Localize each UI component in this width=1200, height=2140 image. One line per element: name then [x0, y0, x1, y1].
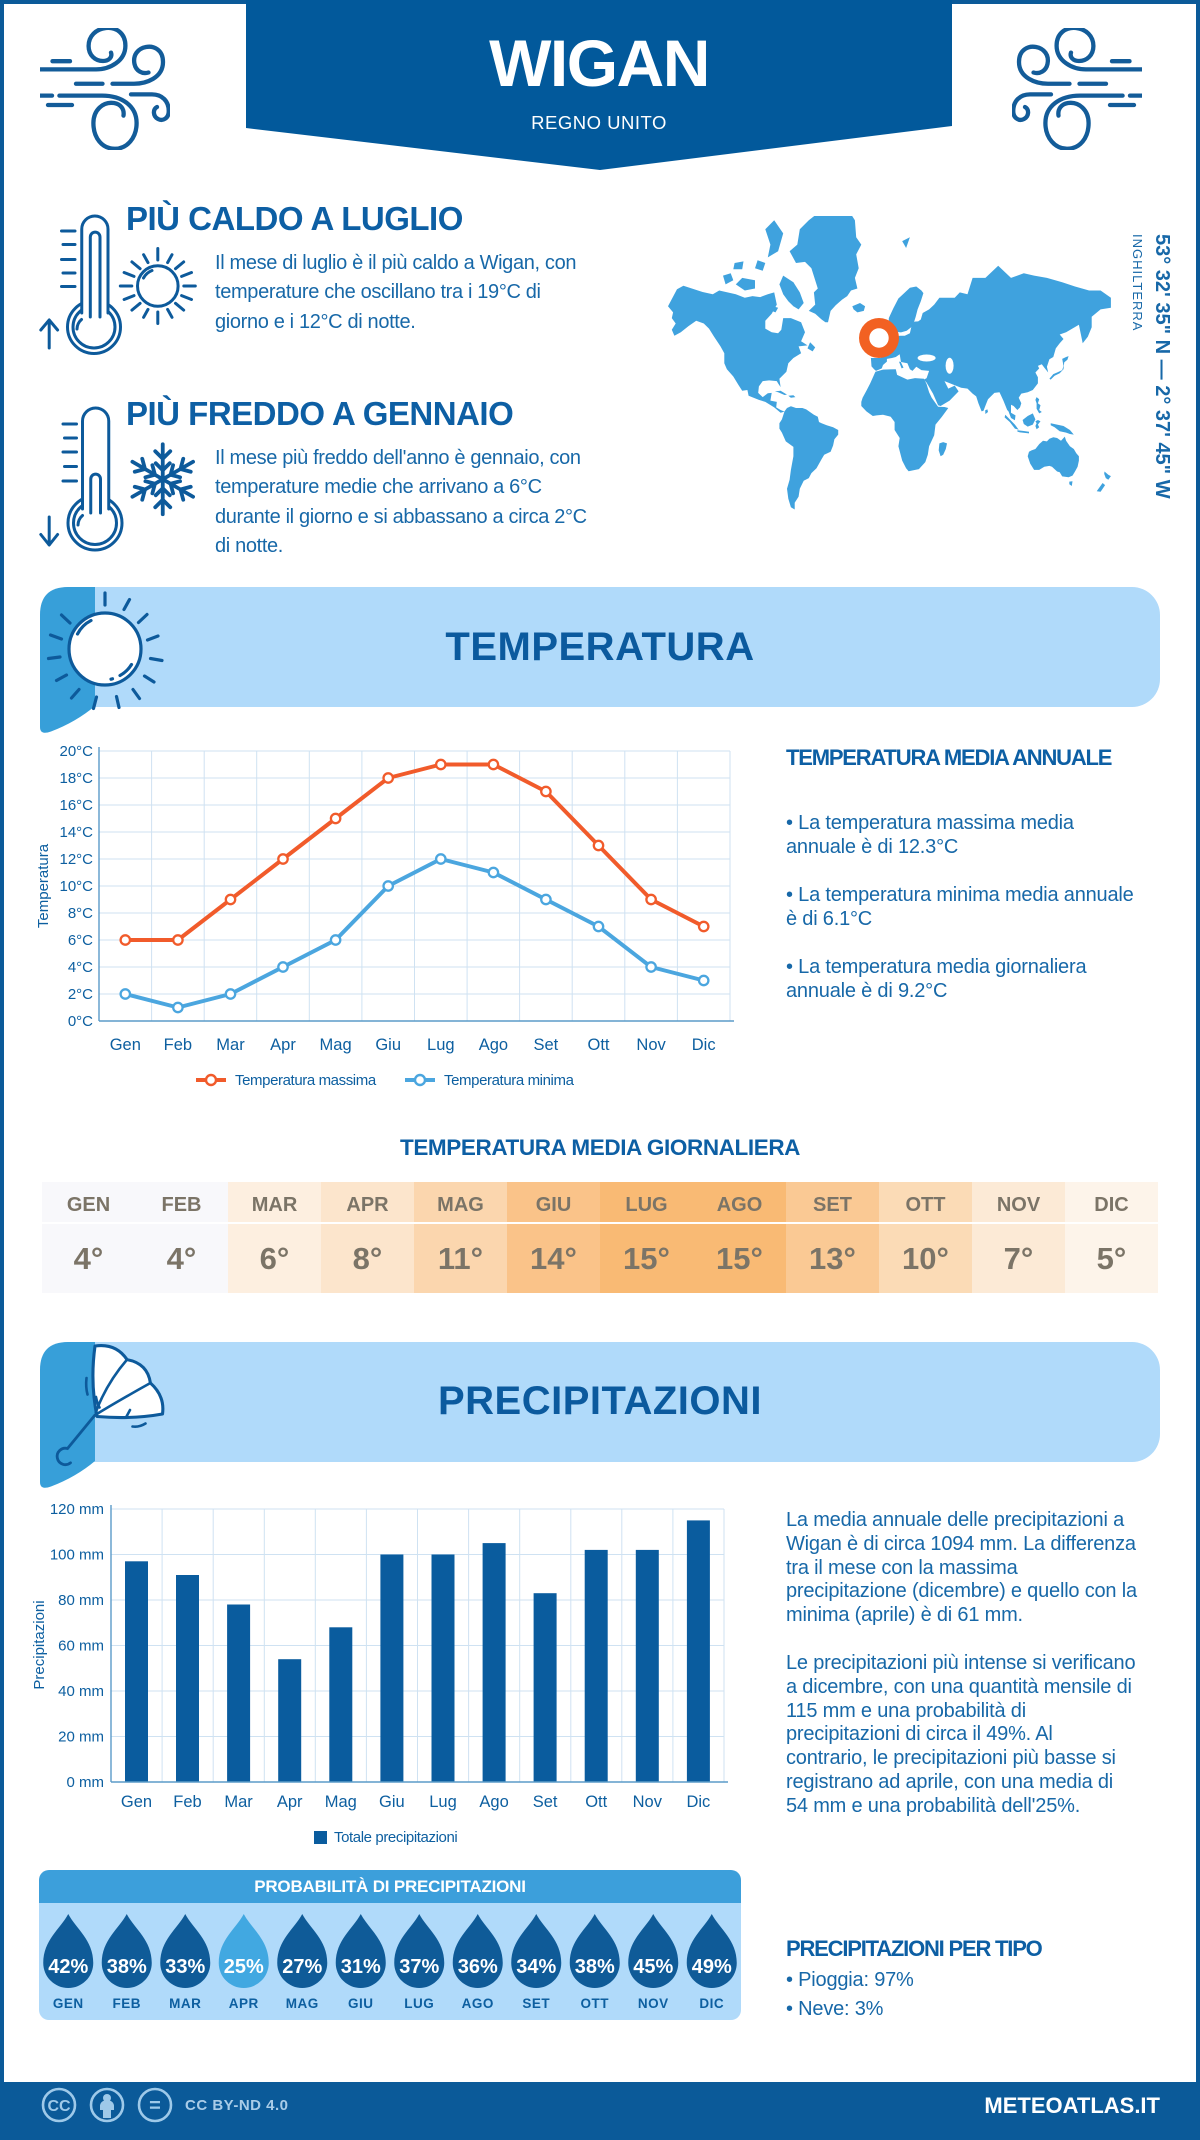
svg-text:34%: 34%: [516, 1956, 556, 1978]
svg-text:Totale precipitazioni: Totale precipitazioni: [334, 1829, 457, 1846]
svg-text:Nov: Nov: [636, 1036, 666, 1054]
svg-text:Apr: Apr: [277, 1793, 303, 1811]
svg-text:42%: 42%: [48, 1956, 88, 1978]
svg-text:2°C: 2°C: [68, 986, 93, 1003]
svg-text:Set: Set: [534, 1036, 559, 1054]
svg-text:CC: CC: [47, 2098, 71, 2115]
svg-text:45%: 45%: [633, 1956, 673, 1978]
svg-text:Giu: Giu: [379, 1793, 405, 1811]
svg-text:Feb: Feb: [173, 1793, 201, 1811]
svg-text:20°C: 20°C: [59, 743, 93, 760]
svg-text:27%: 27%: [282, 1956, 322, 1978]
svg-text:Dic: Dic: [692, 1036, 716, 1054]
svg-text:OTT: OTT: [581, 1996, 610, 2011]
svg-text:0 mm: 0 mm: [67, 1774, 105, 1791]
svg-text:MAR: MAR: [169, 1996, 201, 2011]
svg-text:0°C: 0°C: [68, 1013, 93, 1030]
svg-text:20 mm: 20 mm: [58, 1729, 104, 1746]
svg-text:Ott: Ott: [587, 1036, 609, 1054]
svg-text:Mar: Mar: [216, 1036, 245, 1054]
svg-text:8°C: 8°C: [68, 905, 93, 922]
svg-text:120 mm: 120 mm: [50, 1501, 104, 1518]
svg-text:16°C: 16°C: [59, 797, 93, 814]
svg-text:14°C: 14°C: [59, 824, 93, 841]
svg-text:APR: APR: [229, 1996, 259, 2011]
svg-text:31%: 31%: [341, 1956, 381, 1978]
svg-text:SET: SET: [522, 1996, 550, 2011]
svg-text:60 mm: 60 mm: [58, 1638, 104, 1655]
svg-text:Mag: Mag: [320, 1036, 352, 1054]
svg-text:Giu: Giu: [375, 1036, 401, 1054]
svg-text:36%: 36%: [458, 1956, 498, 1978]
svg-text:Apr: Apr: [270, 1036, 296, 1054]
svg-text:Gen: Gen: [121, 1793, 152, 1811]
svg-text:FEB: FEB: [113, 1996, 142, 2011]
svg-text:12°C: 12°C: [59, 851, 93, 868]
svg-text:Set: Set: [533, 1793, 558, 1811]
svg-text:4°C: 4°C: [68, 959, 93, 976]
svg-text:Temperatura: Temperatura: [35, 843, 52, 928]
svg-text:Mar: Mar: [224, 1793, 253, 1811]
svg-text:Mag: Mag: [325, 1793, 357, 1811]
svg-text:18°C: 18°C: [59, 770, 93, 787]
svg-text:Precipitazioni: Precipitazioni: [31, 1600, 48, 1689]
svg-text:LUG: LUG: [404, 1996, 434, 2011]
svg-text:38%: 38%: [107, 1956, 147, 1978]
svg-text:Ott: Ott: [585, 1793, 607, 1811]
svg-text:100 mm: 100 mm: [50, 1547, 104, 1564]
svg-text:Nov: Nov: [633, 1793, 663, 1811]
svg-text:37%: 37%: [399, 1956, 439, 1978]
svg-text:AGO: AGO: [462, 1996, 494, 2011]
svg-text:40 mm: 40 mm: [58, 1683, 104, 1700]
svg-text:10°C: 10°C: [59, 878, 93, 895]
svg-text:Temperatura massima: Temperatura massima: [235, 1072, 377, 1089]
svg-text:25%: 25%: [224, 1956, 264, 1978]
svg-text:49%: 49%: [692, 1956, 732, 1978]
svg-text:MAG: MAG: [286, 1996, 319, 2011]
svg-text:NOV: NOV: [638, 1996, 669, 2011]
svg-text:Gen: Gen: [110, 1036, 141, 1054]
svg-text:80 mm: 80 mm: [58, 1592, 104, 1609]
svg-text:Ago: Ago: [479, 1793, 508, 1811]
svg-text:Temperatura minima: Temperatura minima: [444, 1072, 575, 1089]
svg-text:6°C: 6°C: [68, 932, 93, 949]
svg-text:=: =: [149, 2095, 161, 2117]
svg-text:DIC: DIC: [699, 1996, 724, 2011]
svg-text:GIU: GIU: [348, 1996, 374, 2011]
svg-text:Ago: Ago: [479, 1036, 508, 1054]
svg-text:Lug: Lug: [427, 1036, 455, 1054]
svg-text:GEN: GEN: [53, 1996, 84, 2011]
svg-text:33%: 33%: [165, 1956, 205, 1978]
svg-text:38%: 38%: [575, 1956, 615, 1978]
svg-text:Lug: Lug: [429, 1793, 457, 1811]
svg-text:Feb: Feb: [164, 1036, 192, 1054]
svg-text:Dic: Dic: [686, 1793, 710, 1811]
